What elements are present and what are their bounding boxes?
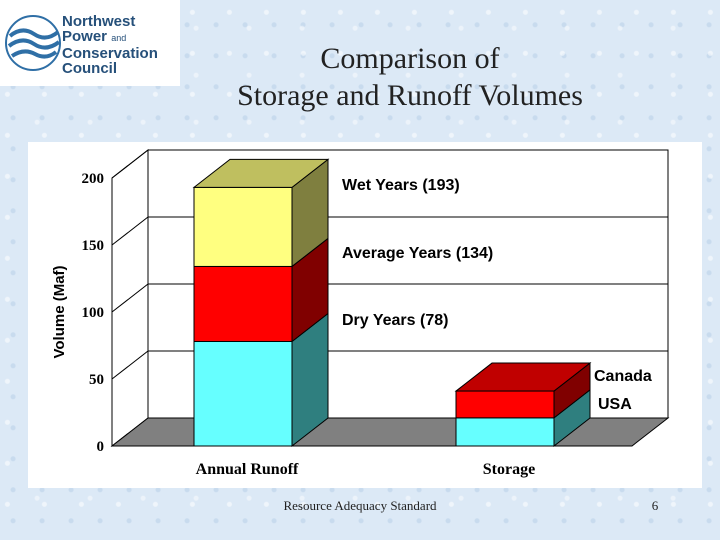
x-category-label: Annual Runoff bbox=[196, 461, 299, 478]
runoff-annotation: Average Years (134) bbox=[342, 245, 493, 262]
logo: Northwest Power and Conservation Council bbox=[0, 0, 180, 86]
gridline bbox=[111, 283, 668, 313]
storage-bar-segment-top bbox=[454, 362, 592, 392]
wave-emblem-icon bbox=[5, 15, 61, 71]
y-tick-label: 150 bbox=[82, 238, 105, 254]
logo-line-4: Council bbox=[62, 60, 117, 77]
storage-annotation: Canada bbox=[594, 368, 652, 385]
gridline bbox=[111, 149, 668, 179]
x-category-label: Storage bbox=[483, 461, 535, 478]
y-axis-label: Volume (Maf) bbox=[51, 265, 68, 358]
chart-container: 0 50 100 150 200 Volume (Maf) Annual Runoff Sto… bbox=[28, 142, 702, 488]
slide-title-line-2: Storage and Runoff Volumes bbox=[237, 79, 583, 112]
slide-footer: Resource Adequacy Standard bbox=[283, 498, 437, 513]
gridline bbox=[111, 350, 668, 380]
runoff-bar-segment-top bbox=[192, 158, 330, 188]
logo-line-1: Northwest bbox=[62, 13, 136, 30]
runoff-annotation: Dry Years (78) bbox=[342, 312, 448, 329]
storage-bar-segment-front bbox=[455, 417, 555, 447]
page-number: 6 bbox=[651, 498, 659, 513]
logo-line-2: Power bbox=[62, 28, 108, 45]
slide-title: Comparison of Storage and Runoff Volumes bbox=[180, 40, 640, 114]
y-tick-label: 100 bbox=[82, 305, 105, 321]
logo-wordmark: Northwest Power and Conservation Council bbox=[62, 14, 178, 76]
y-tick-label: 200 bbox=[82, 171, 105, 187]
logo-line-3: Conservation bbox=[62, 45, 158, 62]
slide-title-line-1: Comparison of bbox=[320, 42, 500, 75]
storage-bar-segment-front bbox=[455, 390, 555, 419]
runoff-bar-segment-front bbox=[193, 340, 293, 447]
storage-annotation: USA bbox=[598, 396, 632, 413]
runoff-annotation: Wet Years (193) bbox=[342, 177, 460, 194]
y-tick-label: 50 bbox=[89, 372, 104, 388]
runoff-bar-segment-front bbox=[193, 265, 293, 342]
gridline bbox=[111, 216, 668, 246]
logo-line-2-small: and bbox=[111, 33, 127, 43]
y-tick-label: 0 bbox=[97, 439, 105, 455]
runoff-bar-segment-front bbox=[193, 186, 293, 267]
stacked-bar-chart: 0 50 100 150 200 Volume (Maf) Annual Runoff Sto… bbox=[51, 148, 670, 478]
